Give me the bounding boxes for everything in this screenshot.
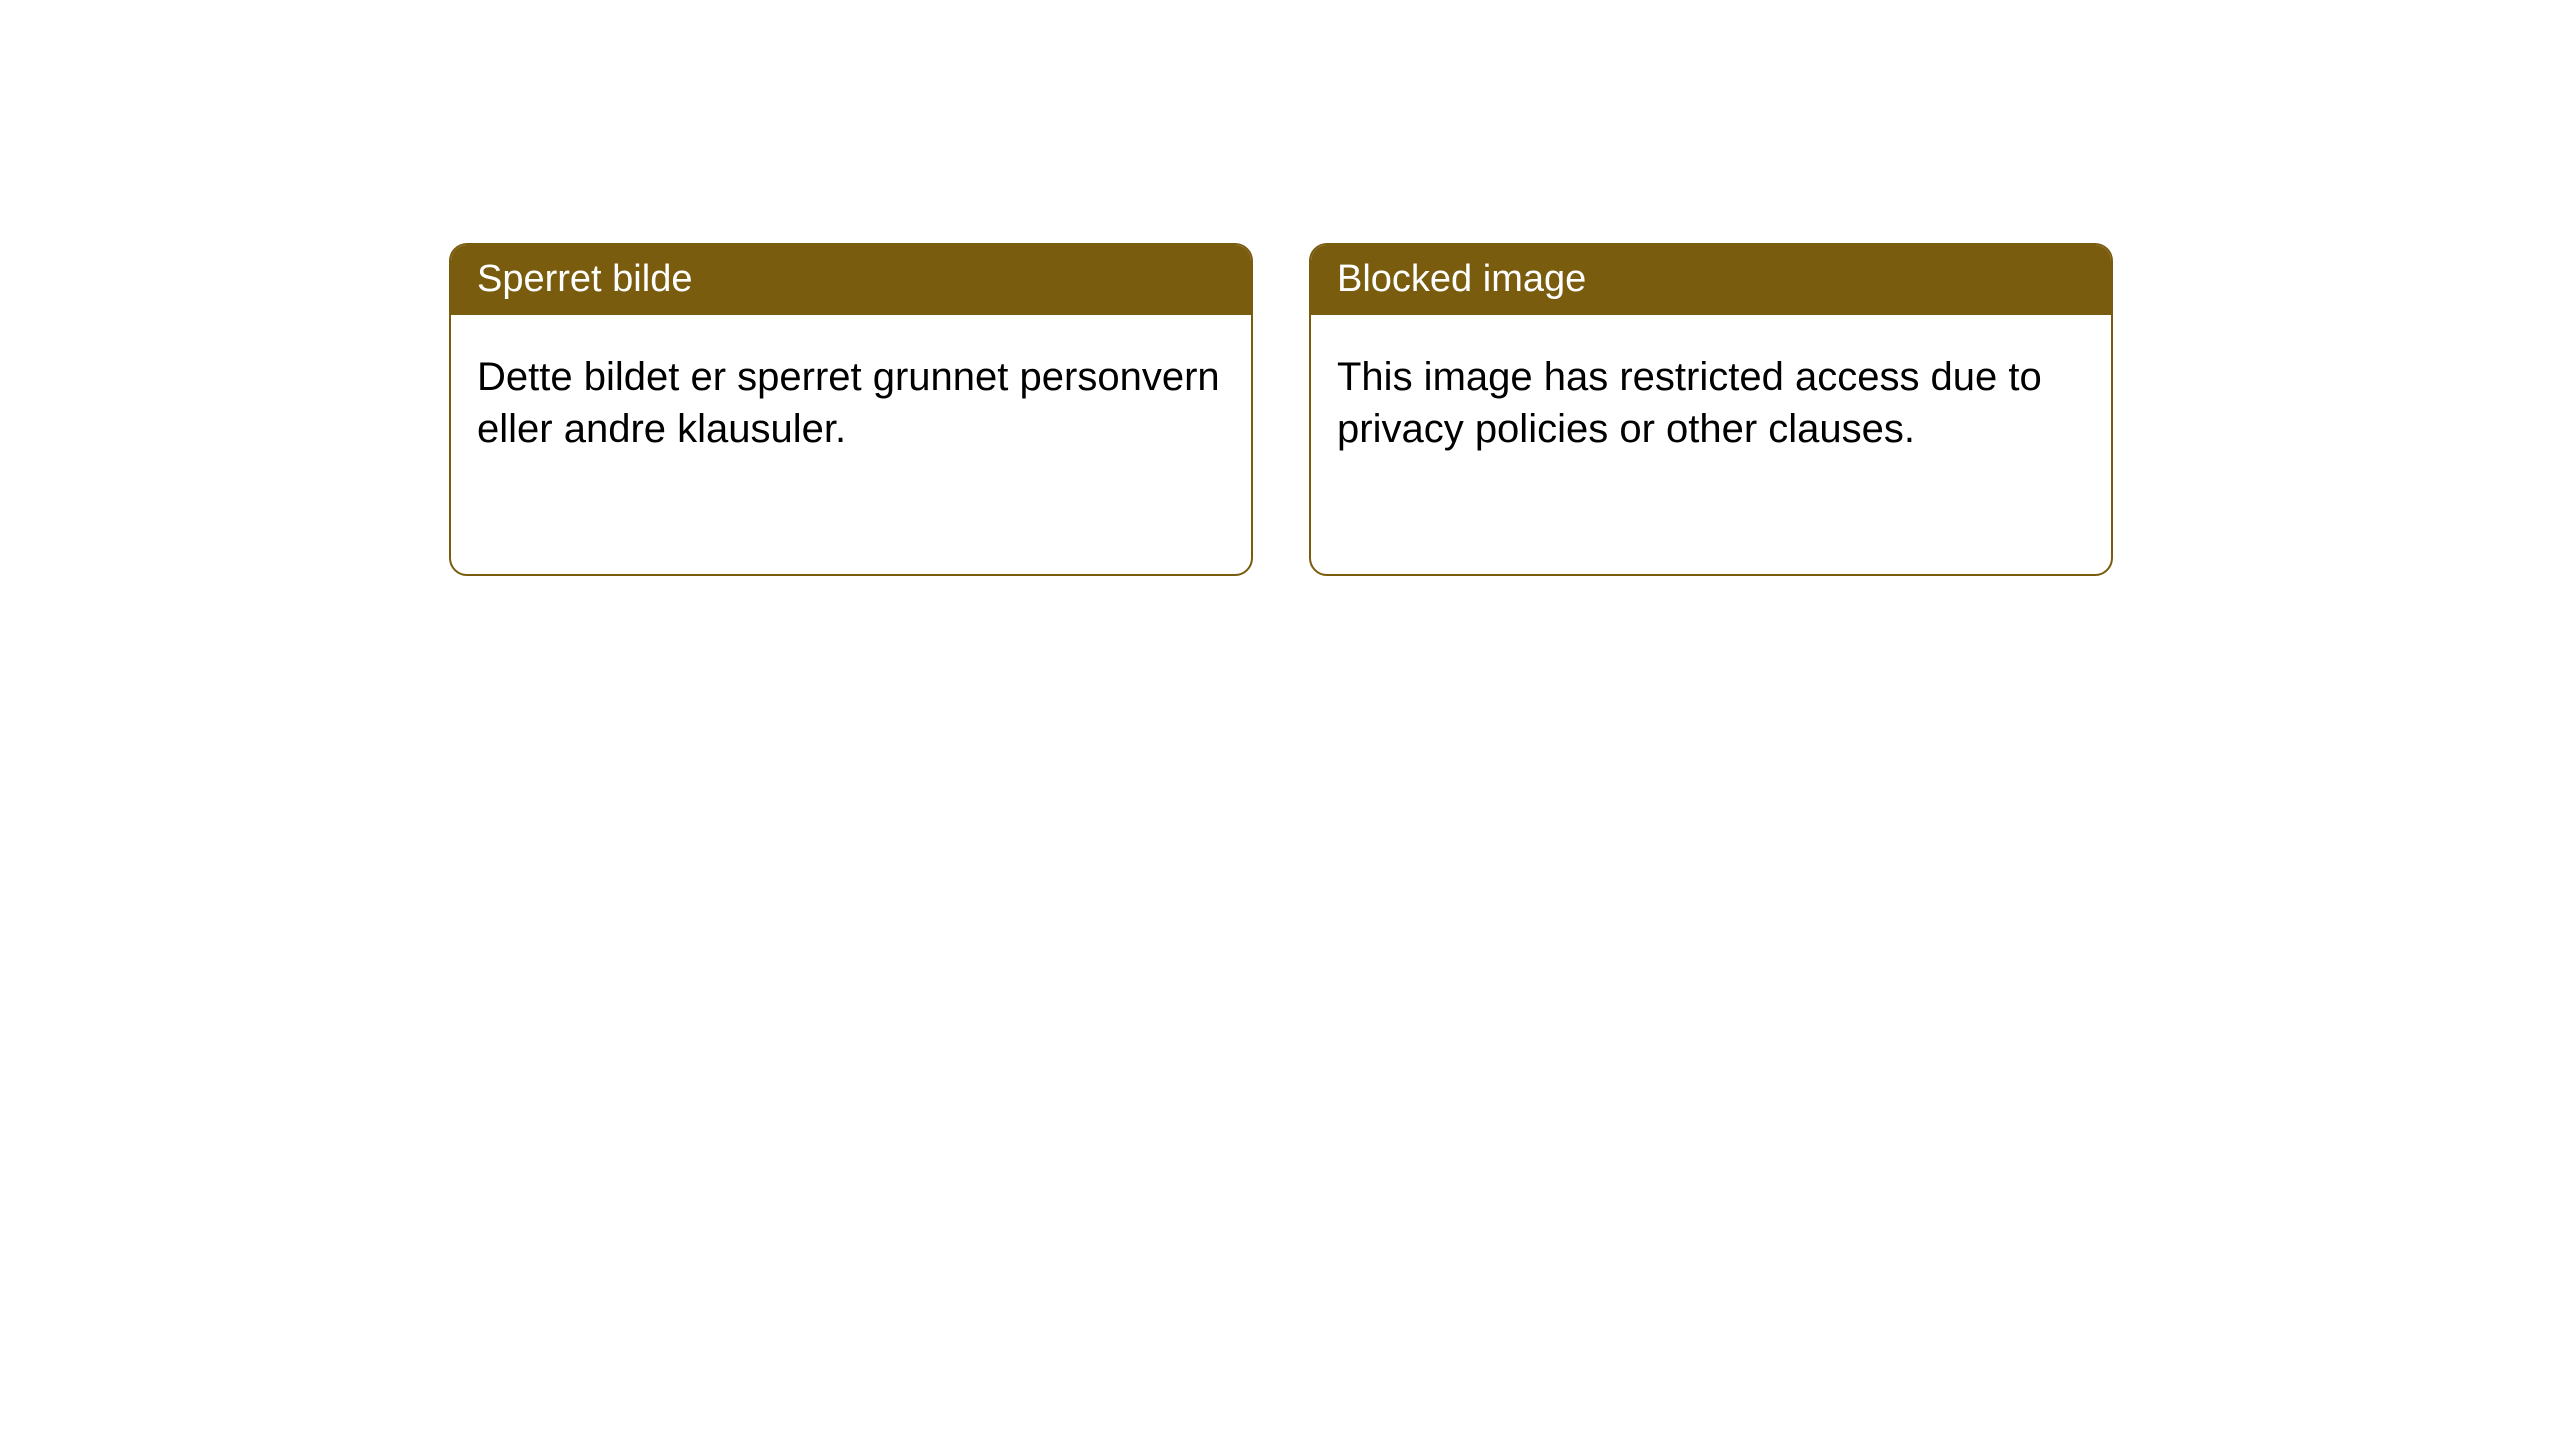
card-body-en: This image has restricted access due to …: [1311, 315, 2111, 493]
blocked-image-card-no: Sperret bilde Dette bildet er sperret gr…: [449, 243, 1253, 576]
notice-container: Sperret bilde Dette bildet er sperret gr…: [449, 243, 2113, 576]
blocked-image-card-en: Blocked image This image has restricted …: [1309, 243, 2113, 576]
card-body-no: Dette bildet er sperret grunnet personve…: [451, 315, 1251, 493]
card-title-en: Blocked image: [1311, 245, 2111, 315]
card-title-no: Sperret bilde: [451, 245, 1251, 315]
